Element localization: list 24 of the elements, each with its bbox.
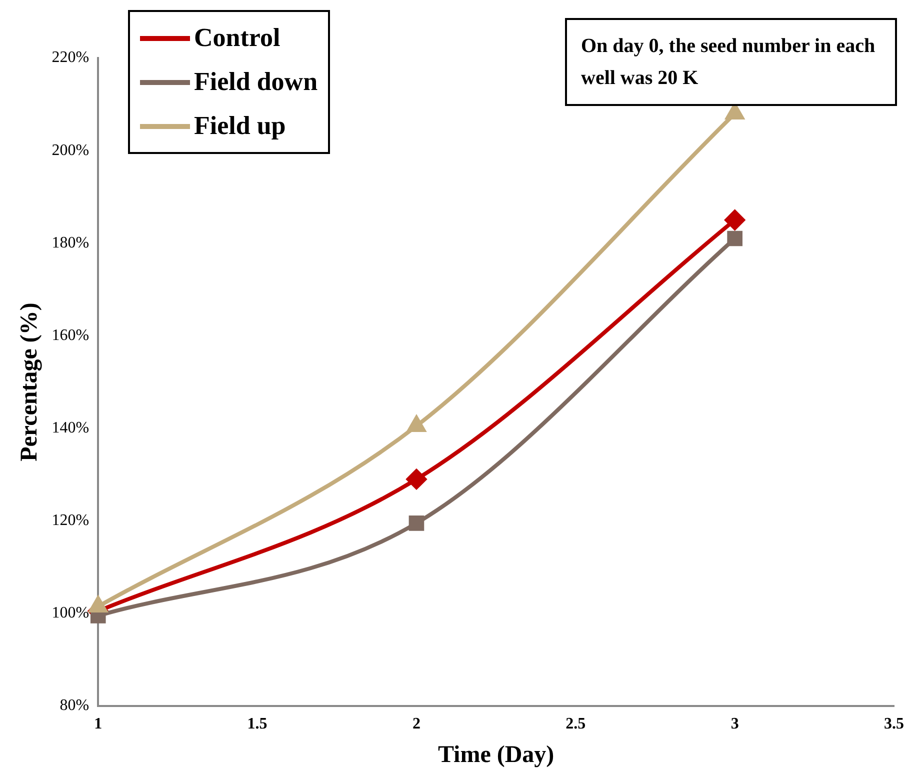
- x-tick-label: 1.5: [247, 716, 268, 733]
- y-tick-label: 100%: [52, 604, 90, 622]
- x-tick-label: 2.5: [566, 716, 586, 733]
- x-tick-label: 3: [730, 716, 739, 733]
- y-axis-title: Percentage (%): [16, 302, 43, 462]
- y-tick-label: 120%: [52, 512, 90, 530]
- y-tick-label: 80%: [60, 697, 90, 714]
- point: [408, 516, 424, 531]
- y-tick-label: 140%: [52, 419, 90, 436]
- x-tick-label: 2: [412, 716, 420, 733]
- y-tick-label: 200%: [52, 142, 90, 159]
- legend-label: Control: [194, 23, 280, 53]
- x-tick-label: 1: [94, 716, 102, 733]
- legend-label: Field up: [194, 111, 286, 141]
- y-tick-label: 220%: [52, 49, 90, 66]
- y-tick-label: 180%: [52, 234, 90, 252]
- point: [406, 469, 426, 490]
- x-axis-title: Time (Day): [438, 742, 554, 768]
- x-tick-label: 3.5: [884, 716, 904, 733]
- y-tick-label: 160%: [52, 326, 90, 344]
- legend-label: Field down: [194, 67, 318, 97]
- point: [727, 230, 742, 246]
- annotation: On day 0, the seed number in each well was 20 K: [565, 18, 897, 106]
- point: [724, 210, 745, 230]
